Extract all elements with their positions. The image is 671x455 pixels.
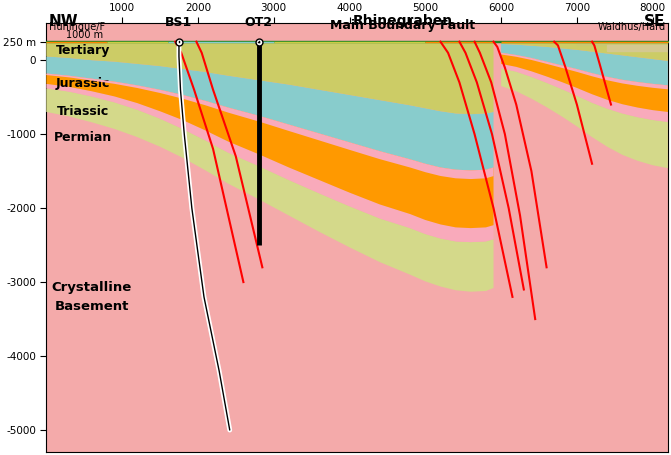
Text: NW: NW [48, 14, 79, 29]
Polygon shape [501, 68, 668, 168]
Text: Rhinegraben: Rhinegraben [352, 15, 453, 28]
Polygon shape [501, 53, 668, 112]
Text: Triassic: Triassic [56, 106, 109, 118]
Polygon shape [46, 88, 493, 292]
Text: 1000 m: 1000 m [66, 30, 103, 40]
Text: Tertiary: Tertiary [56, 44, 110, 57]
Polygon shape [46, 74, 493, 228]
Text: Huningue/F: Huningue/F [48, 22, 105, 32]
Text: Waldhus/Hard: Waldhus/Hard [597, 22, 666, 32]
Text: OT2: OT2 [244, 16, 272, 29]
Polygon shape [501, 64, 668, 122]
Text: Jurassic: Jurassic [56, 76, 110, 90]
Polygon shape [46, 42, 493, 114]
Text: SE: SE [644, 14, 666, 29]
Polygon shape [607, 46, 668, 51]
Polygon shape [46, 74, 493, 179]
Text: BS1: BS1 [165, 16, 193, 29]
Polygon shape [577, 42, 668, 46]
Polygon shape [501, 53, 668, 89]
Polygon shape [46, 84, 493, 242]
Polygon shape [46, 56, 493, 170]
Text: Crystalline
Basement: Crystalline Basement [52, 281, 132, 313]
Text: Main Boundary Fault: Main Boundary Fault [330, 19, 475, 32]
Polygon shape [501, 44, 668, 86]
Polygon shape [501, 42, 668, 61]
Text: Permian: Permian [54, 131, 112, 144]
Polygon shape [501, 86, 668, 452]
